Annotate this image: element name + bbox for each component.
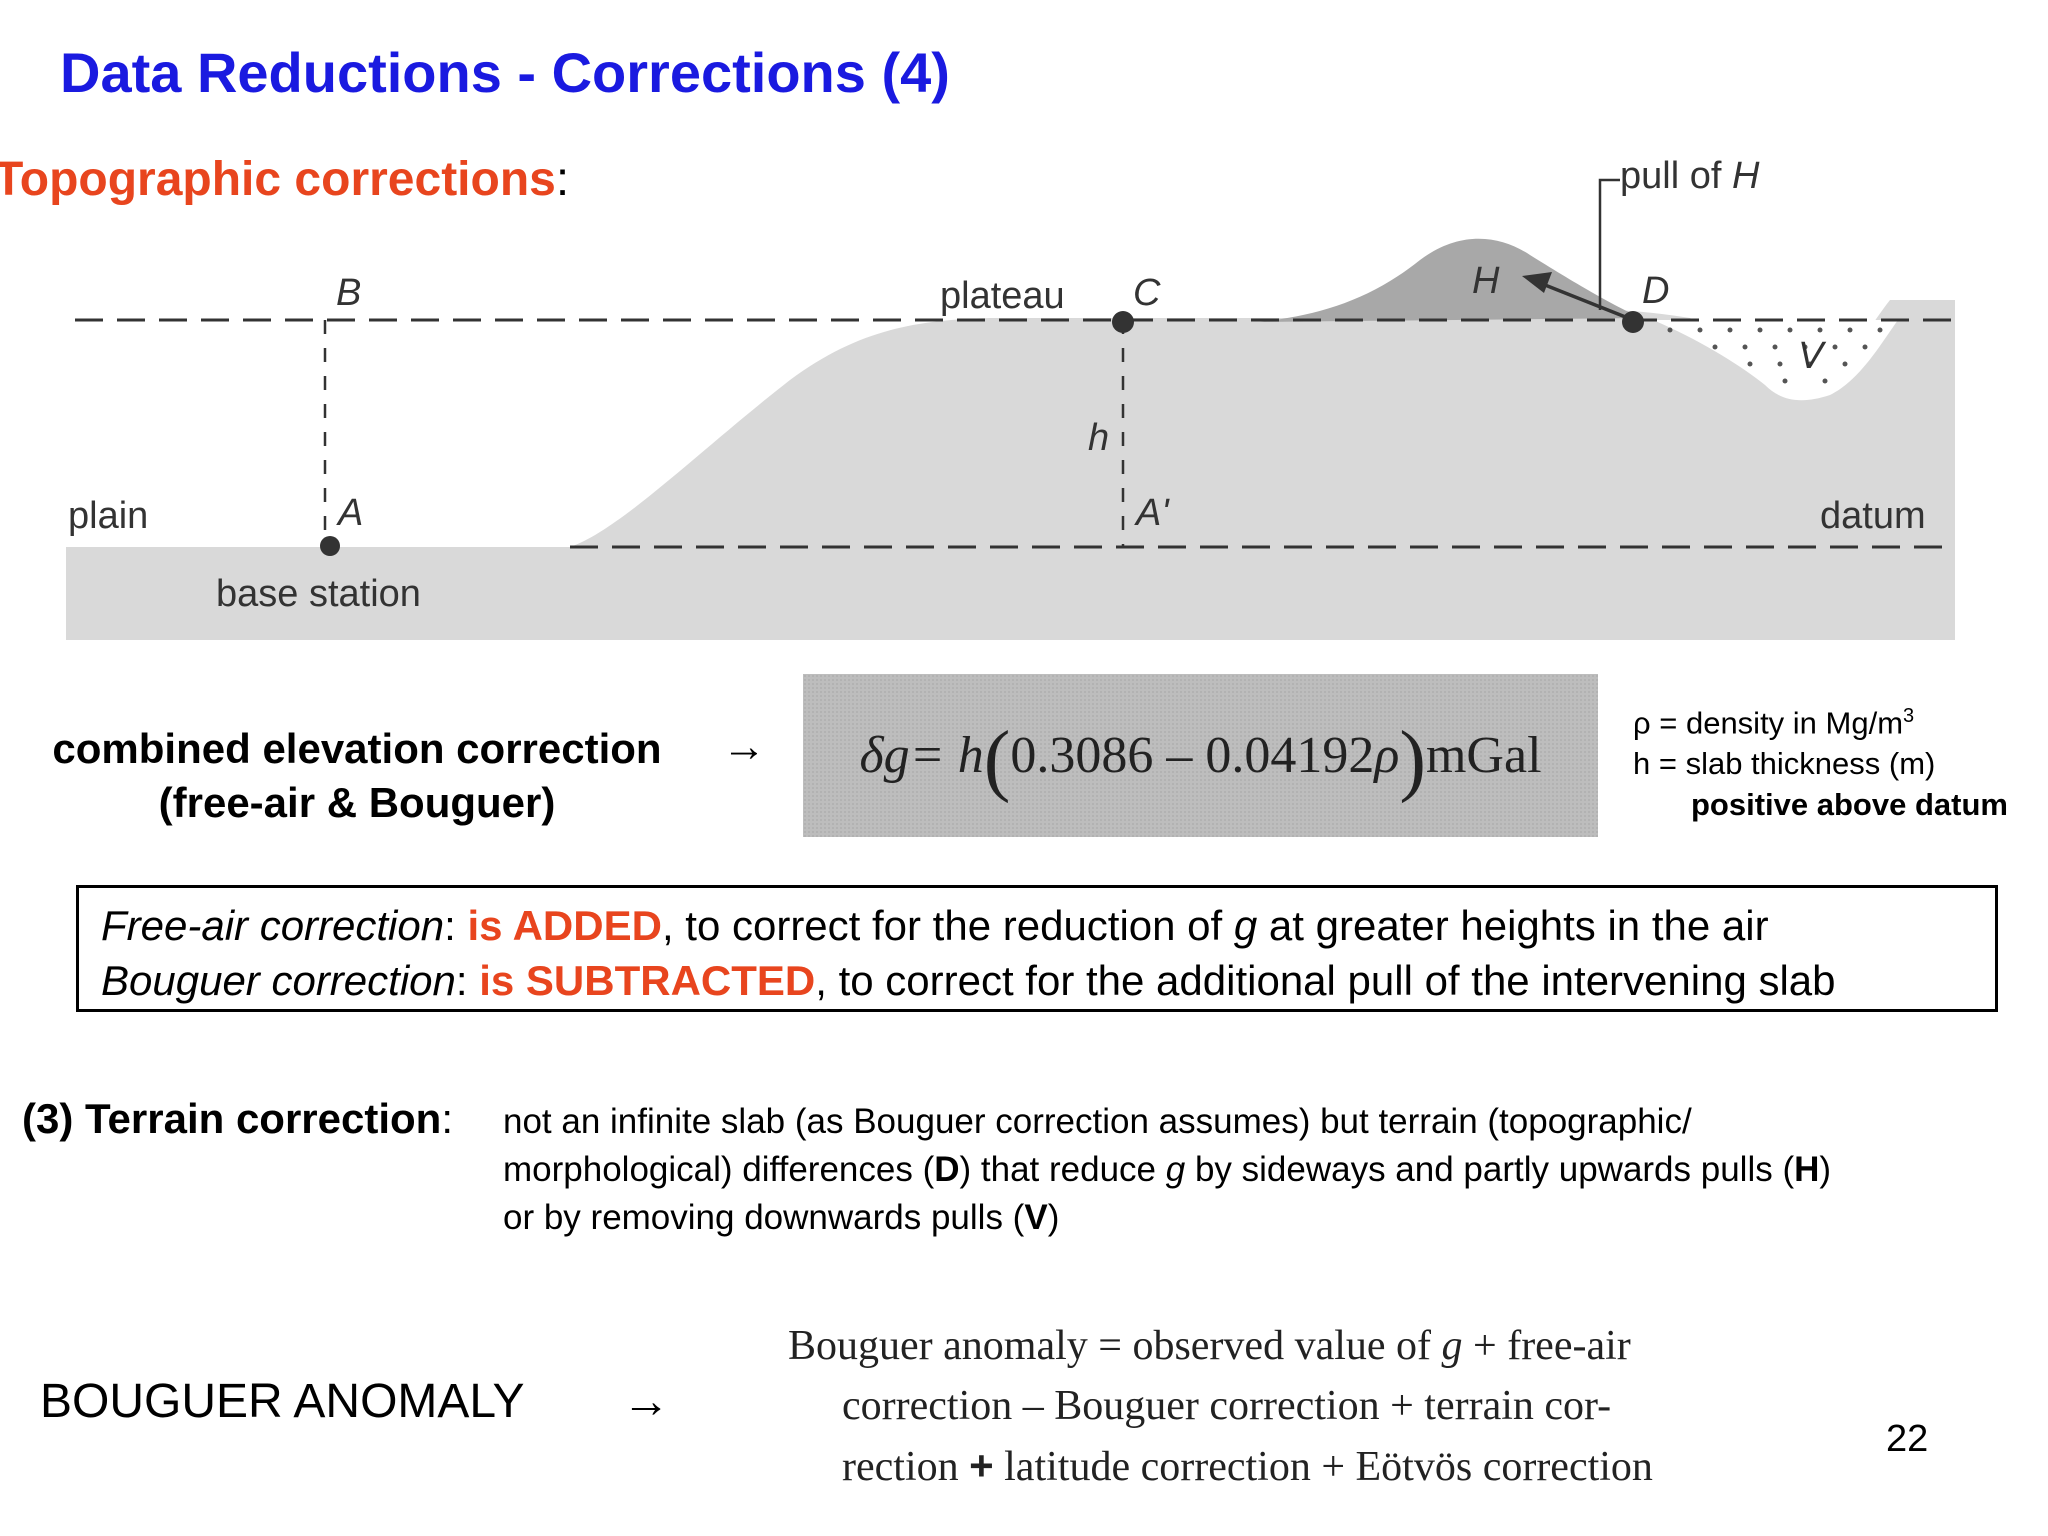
bouguer-eq-line-3: rection + latitude correction + Eötvös c… [788,1436,1653,1497]
label-C: C [1133,272,1161,314]
terrain-line-2-b: ) that reduce [959,1150,1166,1189]
free-air-sep: : [444,902,468,949]
valley-dots [1667,327,1883,384]
label-plain: plain [68,495,148,537]
free-air-rest-b: at greater heights in the air [1257,902,1769,949]
point-D [1622,311,1644,333]
elevation-formula: δg = h(0.3086 – 0.04192 ρ) mGal [803,674,1598,837]
terrain-line-2: morphological) differences (D) that redu… [503,1146,1831,1194]
formula-close-paren: ) [1399,715,1426,804]
bouguer-anomaly-equation: Bouguer anomaly = observed value of g + … [788,1316,1653,1497]
label-base-station: base station [216,573,421,615]
bouguer-arrow-icon: → [622,1375,670,1428]
formula-equals-h: = h [909,727,984,784]
free-air-label: Free-air correction [101,902,445,949]
topography-diagram: B plateau C H D V h A A' plain base stat… [66,155,1955,640]
page-number: 22 [1886,1418,1929,1460]
bouguer-sep: : [455,957,480,1004]
label-A: A [336,492,363,534]
terrain-heading-text: (3) Terrain correction [22,1095,442,1142]
pull-of-H-bracket [1598,178,1620,310]
label-A-prime: A' [1134,492,1170,534]
free-air-rest-a: , to correct for the reduction of [661,902,1234,949]
free-air-verb: is ADDED [467,902,662,949]
legend-density-text: ρ = density in Mg/m [1633,705,1904,741]
legend-density-sup: 3 [1903,705,1915,727]
bouguer-eq-line-3-a: rection [842,1444,970,1490]
terrain-line-2-c: by sideways and partly upwards pulls ( [1185,1150,1795,1189]
free-air-line: Free-air correction: is ADDED, to correc… [101,898,1995,953]
terrain-line-2-D: D [934,1150,960,1189]
terrain-line-2-H: H [1794,1150,1820,1189]
bouguer-line: Bouguer correction: is SUBTRACTED, to co… [101,953,1995,1008]
combined-line-1: combined elevation correction [52,725,662,772]
label-datum: datum [1820,495,1926,537]
label-h: h [1088,417,1109,459]
label-pull-of: pull of [1620,155,1732,197]
pull-arrow [1539,281,1629,320]
bouguer-eq-line-2: correction – Bouguer correction + terrai… [842,1383,1612,1429]
legend-thickness: h = slab thickness (m) [1633,746,1936,782]
slide-title: Data Reductions - Corrections (4) [60,41,950,104]
label-B: B [336,272,361,314]
bouguer-label: Bouguer correction [101,957,456,1004]
formula-delta-g: δg [859,727,910,784]
terrain-line-1: not an infinite slab (as Bouguer correct… [503,1102,1692,1141]
terrain-heading-colon: : [441,1095,453,1142]
terrain-heading: (3) Terrain correction: [22,1095,453,1143]
bouguer-eq-line-1-b: + free-air [1462,1323,1631,1369]
label-pull-of-H: pull of H [1620,155,1760,197]
section-heading: Topographic corrections: [0,152,569,207]
terrain-line-3-a: or by removing downwards pulls ( [503,1198,1025,1237]
combined-arrow-icon: → [722,722,766,771]
terrain-line-2-g: g [1165,1150,1186,1189]
bouguer-eq-line-1-a: Bouguer anomaly = observed value of [788,1323,1442,1369]
legend-density: ρ = density in Mg/m3 [1633,696,2008,743]
terrain-line-3-b: ) [1047,1198,1060,1237]
bouguer-eq-line-1: Bouguer anomaly = observed value of g + … [788,1316,1653,1376]
formula-numbers: 0.3086 – 0.04192 [1010,727,1375,784]
terrain-line-2-d: ) [1819,1150,1832,1189]
section-heading-text: Topographic corrections [0,153,556,206]
valley-V [1653,320,1898,401]
formula-open-paren: ( [983,715,1011,804]
section-heading-colon: : [555,153,570,206]
bouguer-anomaly-label: BOUGUER ANOMALY [40,1375,525,1428]
formula-unit: mGal [1425,727,1542,784]
terrain-profile [66,300,1955,640]
label-plateau: plateau [940,275,1065,317]
point-C [1112,311,1134,333]
terrain-line-3: or by removing downwards pulls (V) [503,1194,1831,1242]
label-pull-of-H-letter: H [1732,155,1760,197]
bouguer-eq-line-3-b: latitude correction + Eötvös correction [993,1444,1653,1490]
point-A [320,536,340,556]
bouguer-rest: , to correct for the additional pull of … [815,957,1836,1004]
bouguer-verb: is SUBTRACTED [479,957,816,1004]
combined-correction-label: combined elevation correction (free-air … [22,722,692,830]
terrain-line-3-V: V [1024,1198,1048,1237]
bouguer-eq-line-3-plus: + [969,1442,994,1489]
formula-rho: ρ [1374,727,1400,784]
terrain-body: not an infinite slab (as Bouguer correct… [503,1098,1831,1242]
label-D: D [1642,270,1669,312]
pull-arrow-head [1522,272,1552,293]
label-V: V [1798,335,1827,377]
terrain-line-2-a: morphological) differences ( [503,1150,935,1189]
formula-legend: ρ = density in Mg/m3 h = slab thickness … [1633,696,2008,825]
corrections-box: Free-air correction: is ADDED, to correc… [76,885,1998,1012]
hill-H [1260,238,1643,322]
label-H: H [1472,260,1500,302]
bouguer-eq-line-1-g: g [1441,1323,1463,1369]
free-air-g: g [1233,902,1258,949]
combined-line-2: (free-air & Bouguer) [158,779,556,826]
legend-positive: positive above datum [1691,787,2008,823]
